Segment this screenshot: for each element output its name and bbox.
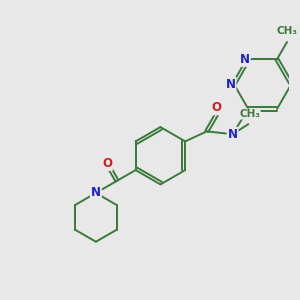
Text: N: N bbox=[226, 78, 236, 91]
Text: CH₃: CH₃ bbox=[277, 26, 298, 36]
Text: CH₃: CH₃ bbox=[239, 109, 260, 119]
Text: N: N bbox=[91, 187, 101, 200]
Text: N: N bbox=[240, 53, 250, 66]
Text: N: N bbox=[227, 128, 238, 141]
Text: O: O bbox=[212, 101, 222, 114]
Text: O: O bbox=[102, 157, 112, 170]
